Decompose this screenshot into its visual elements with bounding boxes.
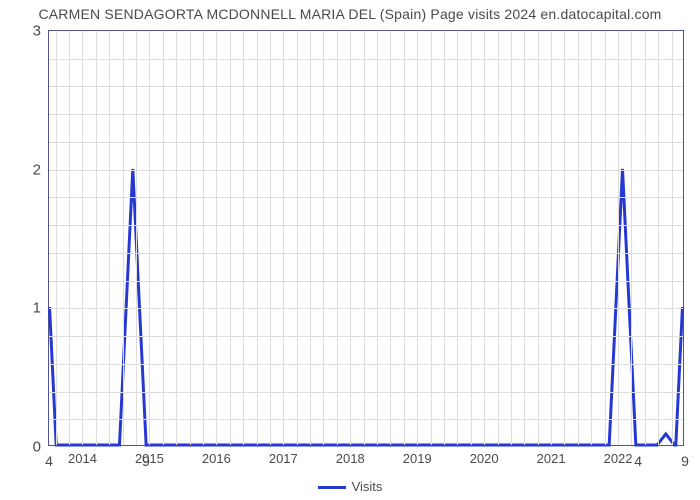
gridline-v-minor bbox=[377, 31, 378, 445]
gridline-v-minor bbox=[538, 31, 539, 445]
xtick-label: 2014 bbox=[68, 451, 97, 466]
gridline-v-minor bbox=[457, 31, 458, 445]
gridline-h-minor bbox=[49, 114, 683, 115]
legend: Visits bbox=[0, 479, 700, 494]
gridline-h-minor bbox=[49, 253, 683, 254]
gridline-h-minor bbox=[49, 86, 683, 87]
gridline-v-minor bbox=[203, 31, 204, 445]
gridline-v-minor bbox=[564, 31, 565, 445]
xtick-label: 2016 bbox=[202, 451, 231, 466]
gridline-v-minor bbox=[471, 31, 472, 445]
gridline-v-minor bbox=[96, 31, 97, 445]
ytick-label: 1 bbox=[33, 300, 41, 317]
gridline-v-minor bbox=[431, 31, 432, 445]
value-label: 9 bbox=[142, 453, 150, 469]
chart-title: CARMEN SENDAGORTA MCDONNELL MARIA DEL (S… bbox=[0, 6, 700, 22]
value-label: 4 bbox=[45, 453, 53, 469]
gridline-h-minor bbox=[49, 336, 683, 337]
gridline-h-minor bbox=[49, 419, 683, 420]
gridline-h bbox=[49, 308, 683, 309]
gridline-v-minor bbox=[69, 31, 70, 445]
gridline-v-minor bbox=[658, 31, 659, 445]
value-label: 9 bbox=[681, 453, 689, 469]
plot-area: 0123201420152016201720182019202020212022… bbox=[48, 30, 684, 446]
gridline-h-minor bbox=[49, 225, 683, 226]
gridline-v-minor bbox=[511, 31, 512, 445]
gridline-h-minor bbox=[49, 197, 683, 198]
legend-label: Visits bbox=[352, 479, 383, 494]
gridline-v bbox=[350, 31, 351, 445]
gridline-v-minor bbox=[444, 31, 445, 445]
gridline-v bbox=[283, 31, 284, 445]
gridline-h-minor bbox=[49, 142, 683, 143]
gridline-v-minor bbox=[390, 31, 391, 445]
gridline-v-minor bbox=[337, 31, 338, 445]
xtick-label: 2022 bbox=[604, 451, 633, 466]
gridline-v-minor bbox=[645, 31, 646, 445]
gridline-v-minor bbox=[230, 31, 231, 445]
xtick-label: 2019 bbox=[403, 451, 432, 466]
gridline-h-minor bbox=[49, 281, 683, 282]
gridline-v-minor bbox=[56, 31, 57, 445]
ytick-label: 0 bbox=[33, 439, 41, 456]
gridline-h-minor bbox=[49, 364, 683, 365]
gridline-v bbox=[216, 31, 217, 445]
gridline-v bbox=[82, 31, 83, 445]
xtick-label: 2021 bbox=[537, 451, 566, 466]
chart-svg bbox=[49, 31, 683, 445]
gridline-v-minor bbox=[176, 31, 177, 445]
xtick-label: 2017 bbox=[269, 451, 298, 466]
value-label: 4 bbox=[634, 453, 642, 469]
ytick-label: 3 bbox=[33, 23, 41, 40]
gridline-v-minor bbox=[591, 31, 592, 445]
gridline-v-minor bbox=[672, 31, 673, 445]
gridline-v-minor bbox=[605, 31, 606, 445]
gridline-v bbox=[551, 31, 552, 445]
gridline-v bbox=[149, 31, 150, 445]
gridline-h-minor bbox=[49, 392, 683, 393]
gridline-v-minor bbox=[257, 31, 258, 445]
gridline-v-minor bbox=[404, 31, 405, 445]
gridline-h bbox=[49, 170, 683, 171]
legend-swatch bbox=[318, 486, 346, 489]
gridline-v-minor bbox=[578, 31, 579, 445]
gridline-v-minor bbox=[270, 31, 271, 445]
gridline-v bbox=[618, 31, 619, 445]
gridline-v-minor bbox=[364, 31, 365, 445]
gridline-v-minor bbox=[123, 31, 124, 445]
gridline-h-minor bbox=[49, 59, 683, 60]
gridline-v-minor bbox=[297, 31, 298, 445]
ytick-label: 2 bbox=[33, 161, 41, 178]
gridline-v-minor bbox=[631, 31, 632, 445]
gridline-v-minor bbox=[109, 31, 110, 445]
gridline-v bbox=[484, 31, 485, 445]
gridline-v-minor bbox=[323, 31, 324, 445]
gridline-v-minor bbox=[136, 31, 137, 445]
gridline-v-minor bbox=[498, 31, 499, 445]
gridline-v-minor bbox=[163, 31, 164, 445]
gridline-v-minor bbox=[524, 31, 525, 445]
xtick-label: 2018 bbox=[336, 451, 365, 466]
xtick-label: 2020 bbox=[470, 451, 499, 466]
gridline-v bbox=[417, 31, 418, 445]
gridline-v-minor bbox=[310, 31, 311, 445]
gridline-v-minor bbox=[190, 31, 191, 445]
series-line bbox=[50, 169, 683, 445]
gridline-v-minor bbox=[243, 31, 244, 445]
